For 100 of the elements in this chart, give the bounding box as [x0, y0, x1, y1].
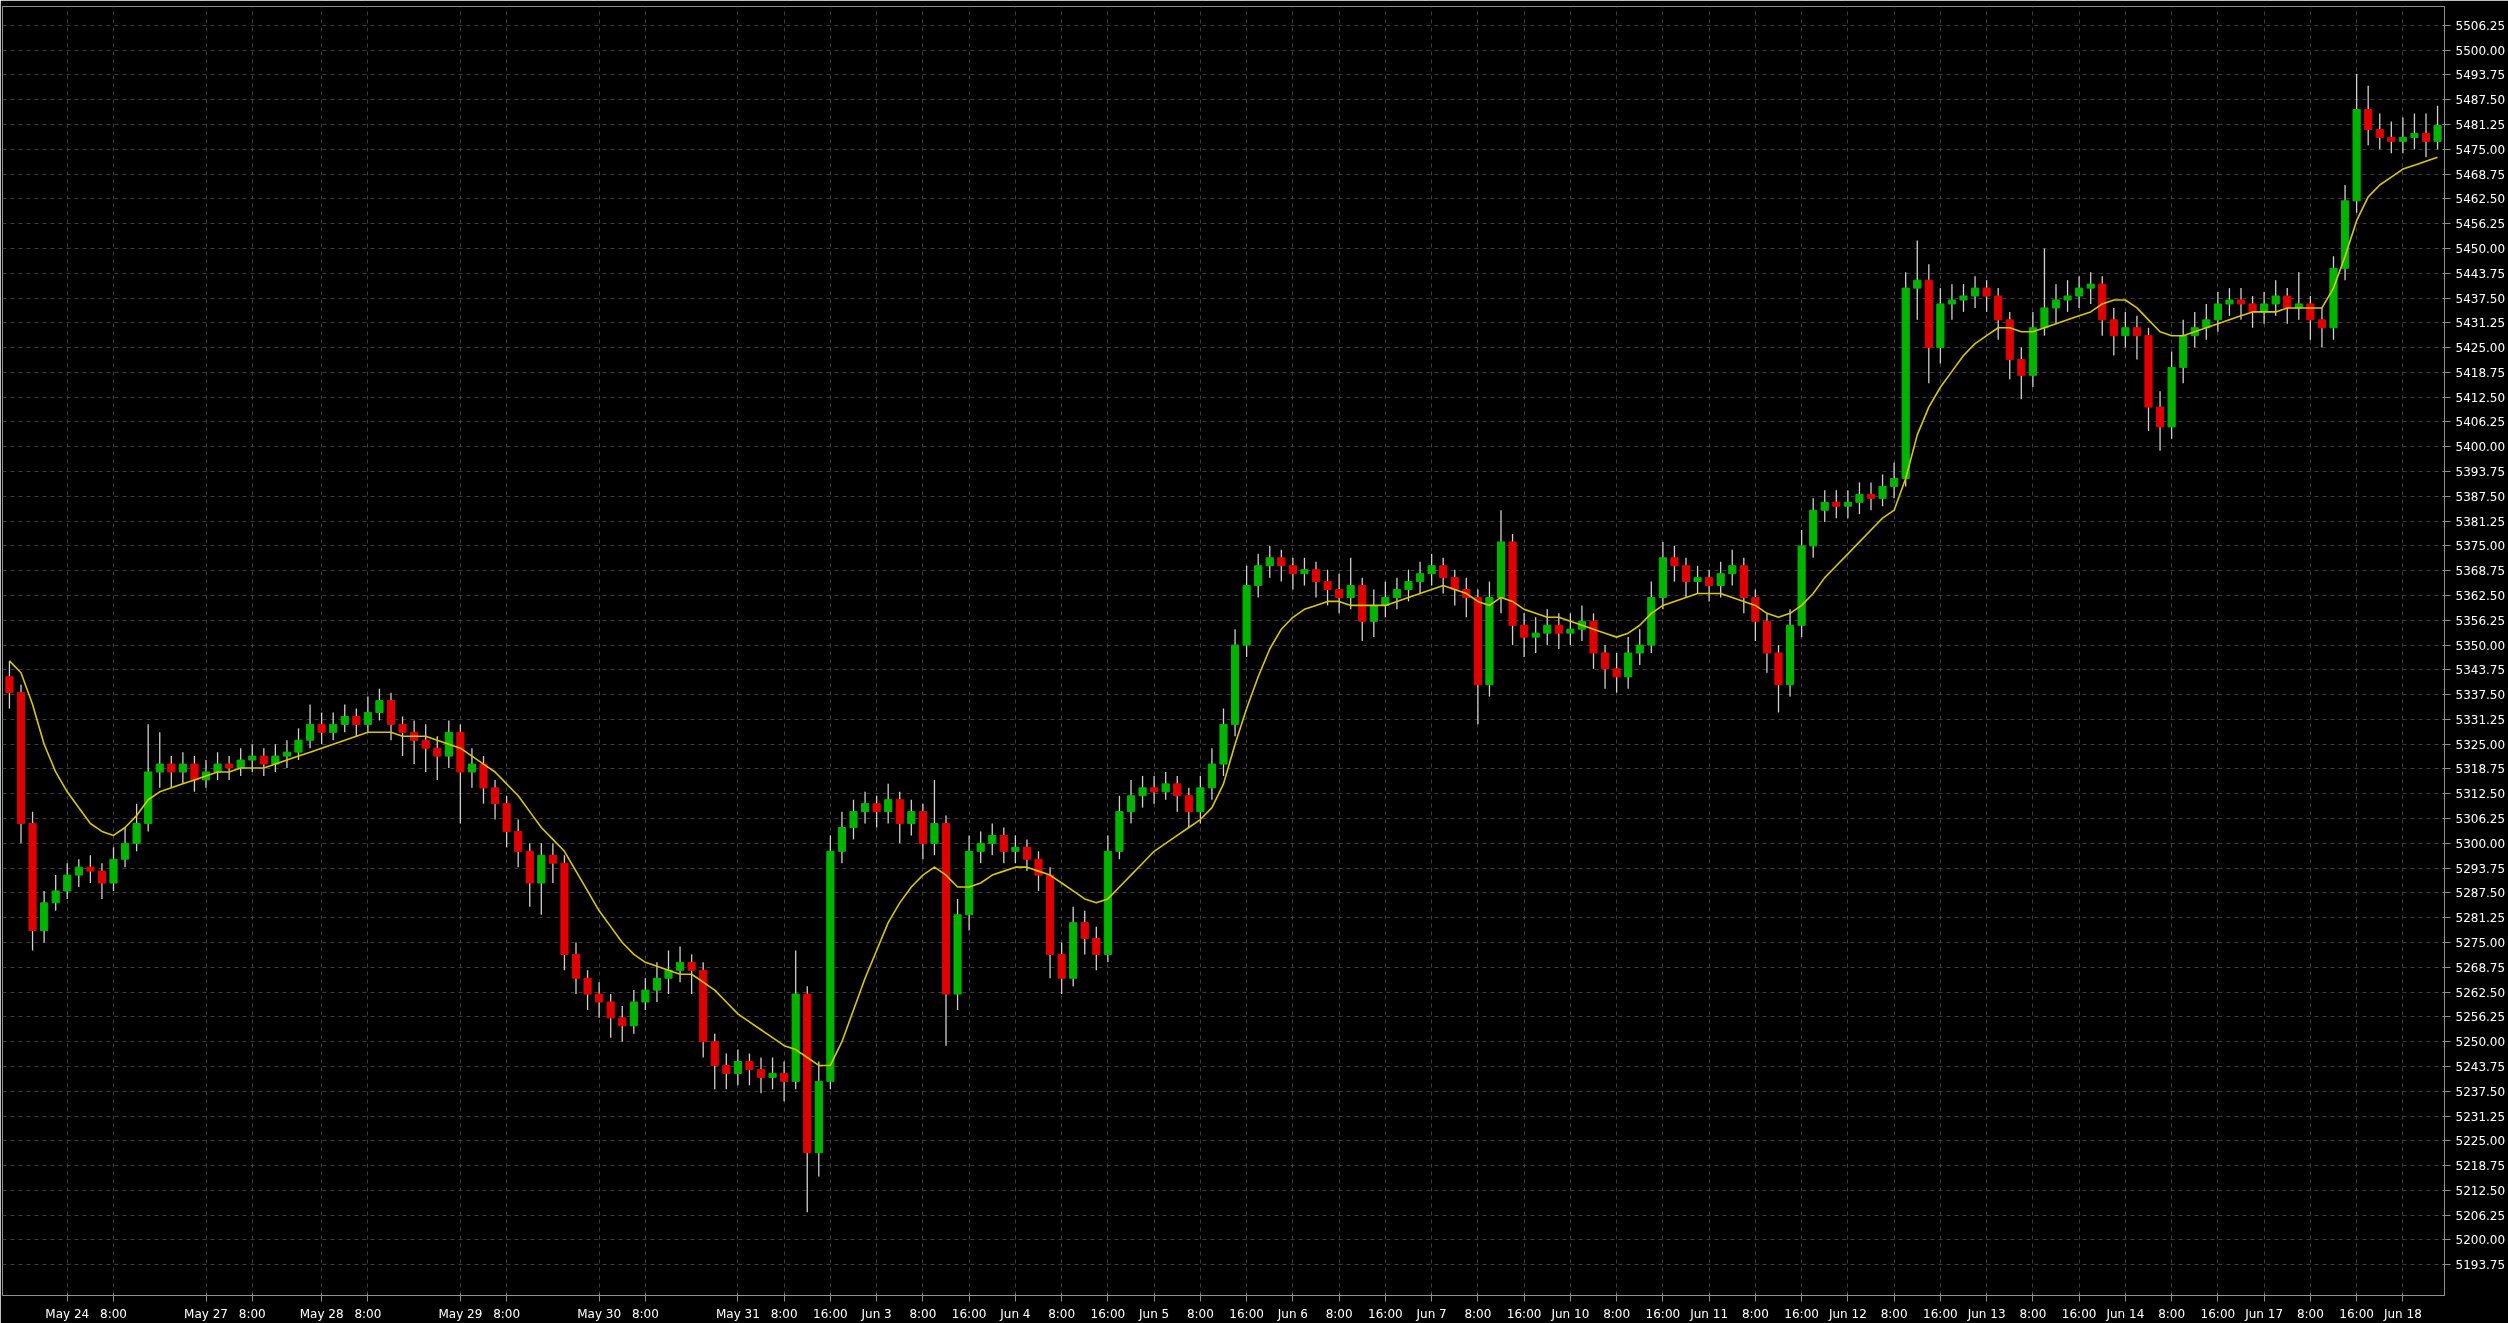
y-tick-label: 5468.75 — [2455, 167, 2506, 182]
candlestick — [178, 751, 187, 785]
candlestick — [1161, 771, 1170, 801]
candlestick — [641, 977, 650, 1011]
candlestick — [329, 711, 338, 741]
x-tick-label: Jun 7 — [1415, 1306, 1447, 1321]
y-tick-label: 5200.00 — [2455, 1233, 2506, 1248]
candlestick — [1531, 616, 1540, 654]
candlestick — [1254, 553, 1263, 599]
candlestick — [375, 688, 384, 722]
y-tick-label: 5225.00 — [2455, 1134, 2506, 1149]
x-tick-label: 8:00 — [1741, 1306, 1769, 1321]
x-tick-label: Jun 4 — [999, 1306, 1031, 1321]
candlestick — [1323, 569, 1332, 607]
candlestick — [1404, 569, 1413, 603]
candlestick — [1843, 489, 1852, 519]
candlestick — [1728, 549, 1737, 587]
candlestick — [1150, 775, 1159, 805]
candlestick — [282, 739, 292, 769]
candlestick — [1994, 287, 2003, 341]
y-tick-label: 5306.25 — [2455, 812, 2506, 827]
candlestick — [421, 723, 430, 773]
candlestick — [722, 1052, 731, 1090]
candlestick — [1080, 910, 1089, 956]
candlestick — [1196, 775, 1205, 825]
candlestick — [1092, 926, 1101, 971]
x-tick-label: 16:00 — [1645, 1306, 1681, 1321]
x-tick-label: 8:00 — [770, 1306, 798, 1321]
candlestick — [1982, 279, 1991, 313]
y-tick-label: 5375.00 — [2455, 539, 2506, 554]
candlestick — [2421, 112, 2431, 158]
x-tick-label: 16:00 — [813, 1306, 848, 1321]
candlestick — [433, 735, 442, 781]
candlestick — [1820, 489, 1829, 523]
candlestick — [1369, 588, 1378, 638]
x-tick-label: May 29 — [438, 1306, 483, 1321]
x-tick-label: May 27 — [184, 1306, 228, 1321]
x-tick-label: 16:00 — [1923, 1306, 1958, 1321]
candlestick — [1959, 283, 1968, 313]
candlestick — [2375, 112, 2384, 150]
candlestick — [352, 707, 361, 737]
candlestick — [2398, 116, 2407, 154]
candlestick — [1184, 787, 1193, 829]
candlestick — [629, 989, 638, 1035]
candlestick — [74, 858, 83, 888]
candlestick — [988, 822, 997, 856]
candlestick — [1415, 561, 1425, 595]
x-tick-label: Jun 18 — [2382, 1306, 2422, 1321]
x-tick-label: 8:00 — [354, 1306, 382, 1321]
y-tick-label: 5425.00 — [2455, 341, 2506, 356]
candlestick — [1913, 239, 1922, 321]
x-tick-label: 8:00 — [1603, 1306, 1631, 1321]
x-tick-label: 16:00 — [1090, 1306, 1126, 1321]
x-tick-label: 8:00 — [100, 1306, 127, 1321]
candlestick — [86, 854, 95, 884]
x-tick-label: 8:00 — [1186, 1306, 1214, 1321]
y-tick-label: 5325.00 — [2455, 737, 2506, 752]
y-tick-label: 5331.25 — [2455, 712, 2506, 727]
candlestick — [872, 795, 881, 829]
candlestick — [1022, 838, 1032, 872]
y-tick-label: 5243.75 — [2455, 1059, 2506, 1074]
x-tick-label: 16:00 — [1506, 1306, 1542, 1321]
candlestick — [2202, 303, 2211, 341]
candlestick — [606, 993, 615, 1039]
x-tick-label: 16:00 — [1784, 1306, 1819, 1321]
x-tick-label: 8:00 — [2158, 1306, 2186, 1321]
y-tick-label: 5481.25 — [2455, 117, 2506, 132]
y-tick-label: 5368.75 — [2455, 564, 2506, 579]
y-tick-label: 5237.50 — [2455, 1084, 2506, 1099]
candlestick — [652, 961, 662, 1003]
x-tick-label: 8:00 — [493, 1306, 521, 1321]
candlestick — [2248, 295, 2257, 329]
candlestick — [1600, 644, 1610, 690]
x-tick-label: 16:00 — [2200, 1306, 2236, 1321]
candlestick — [710, 1033, 719, 1090]
candlestick — [1566, 612, 1575, 646]
candlestick — [1635, 628, 1644, 666]
candlestick — [1126, 779, 1136, 825]
y-tick-label: 5206.25 — [2455, 1208, 2506, 1223]
y-tick-label: 5350.00 — [2455, 638, 2506, 653]
candlestick — [5, 660, 14, 710]
y-tick-label: 5487.50 — [2455, 93, 2506, 108]
candlestick — [2225, 287, 2234, 317]
y-tick-label: 5343.75 — [2455, 663, 2506, 678]
x-tick-label: May 30 — [577, 1306, 622, 1321]
candlestick — [1866, 481, 1876, 511]
candlestick — [849, 799, 858, 841]
y-tick-label: 5356.25 — [2455, 613, 2506, 628]
x-tick-label: 16:00 — [951, 1306, 987, 1321]
candlestick — [1716, 561, 1725, 599]
candlestick — [317, 711, 326, 745]
candlestick — [1265, 545, 1274, 579]
candlestick — [1705, 569, 1714, 603]
candlestick — [109, 846, 118, 892]
candlestick — [444, 719, 453, 769]
candlestick — [479, 755, 488, 805]
x-tick-label: 16:00 — [1368, 1306, 1403, 1321]
candlestick — [63, 862, 72, 900]
candlestick — [780, 1060, 789, 1102]
x-tick-label: Jun 17 — [2244, 1306, 2284, 1321]
